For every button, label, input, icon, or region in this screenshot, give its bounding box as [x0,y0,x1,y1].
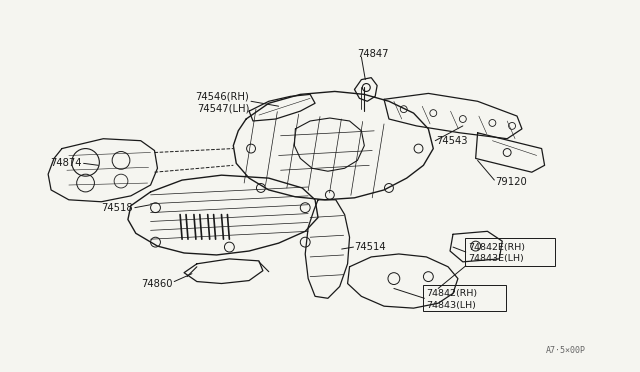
Text: 74546(RH): 74546(RH) [195,92,249,101]
Text: 74843(LH): 74843(LH) [426,301,476,310]
Text: 74874: 74874 [50,158,82,169]
Text: 74543: 74543 [436,136,468,146]
Text: 74847: 74847 [357,49,389,59]
Text: 79120: 79120 [495,177,527,187]
Text: 74547(LH): 74547(LH) [196,103,249,113]
Text: 74843E(LH): 74843E(LH) [468,254,524,263]
Text: 74842(RH): 74842(RH) [426,289,477,298]
Text: 74514: 74514 [355,242,386,252]
Text: 74518: 74518 [101,203,133,213]
Text: 74842E(RH): 74842E(RH) [468,243,525,251]
Text: A7·5×00P: A7·5×00P [546,346,586,355]
Text: 74860: 74860 [141,279,172,289]
